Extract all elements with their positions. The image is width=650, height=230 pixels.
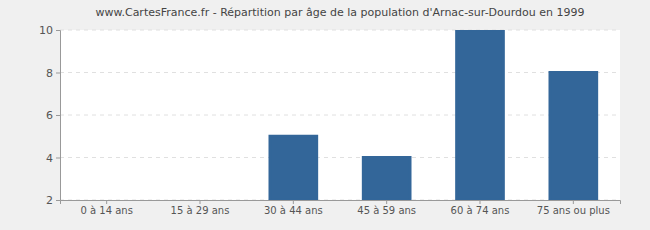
tick-label: 4 [46,152,53,165]
grid [60,30,620,200]
bar [270,136,317,200]
plot: 2 4 6 8 10 0 à 14 ans 15 à 29 ans 30 à 44 ans 45… [39,24,621,216]
bars [270,30,597,200]
tick: 10 [39,24,60,37]
tick-mark [106,200,107,204]
bar [83,199,130,201]
tick-mark [56,30,60,31]
tick-mark [56,200,60,201]
grid-line [60,157,620,158]
chart: www.CartesFrance.fr - Répartition par âg… [0,0,650,230]
tick: 75 ans ou plus [537,200,610,216]
tick-label: 6 [46,109,53,122]
plot-background [60,30,620,200]
tick: 15 à 29 ans [171,200,230,216]
tick: 0 à 14 ans [80,200,132,216]
tick-label: 15 à 29 ans [171,205,230,216]
tick-label: 30 à 44 ans [264,205,323,216]
tick-label: 2 [46,194,53,207]
tick-mark [56,115,60,116]
tick: 6 [46,109,60,122]
tick-label: 0 à 14 ans [80,205,132,216]
bar [550,73,597,201]
grid-line [60,30,620,31]
tick-label: 8 [46,67,53,80]
tick: 30 à 44 ans [264,200,323,216]
bar [457,30,504,200]
grid-line [60,115,620,116]
y-axis: 2 4 6 8 10 [39,24,61,207]
tick: 2 [46,194,60,207]
tick-mark [293,200,294,204]
title: www.CartesFrance.fr - Répartition par âg… [95,6,584,19]
tick: 45 à 59 ans [357,200,416,216]
bar [363,158,410,201]
tick-mark [573,200,574,204]
tick-label: 75 ans ou plus [537,205,610,216]
tick-label: 45 à 59 ans [357,205,416,216]
axis-line [56,31,61,201]
tick-label: 10 [39,24,53,37]
tick-mark [56,158,60,159]
tick-mark [480,200,481,204]
grid-line [60,72,620,73]
tick: 4 [46,152,60,165]
tick-mark [56,73,60,74]
tick: 8 [46,67,60,80]
background [0,0,650,230]
tick-mark [200,200,201,204]
x-axis: 0 à 14 ans 15 à 29 ans 30 à 44 ans 45 à 59 … [61,200,621,216]
tick-mark [386,200,387,204]
bar [177,199,224,201]
axis-line [61,201,621,205]
tick-label: 60 à 74 ans [451,205,510,216]
tick: 60 à 74 ans [451,200,510,216]
